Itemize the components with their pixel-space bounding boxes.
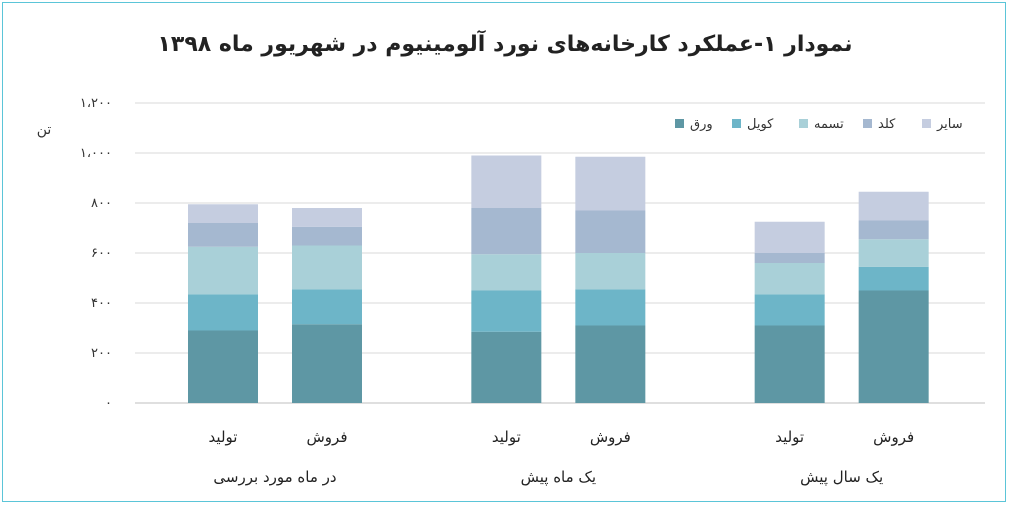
group-label: یک ماه پیش (521, 468, 596, 487)
legend-swatch (799, 119, 808, 128)
bar-segment (471, 208, 542, 255)
bar-label: تولید (492, 428, 521, 446)
bar-segment (292, 245, 362, 290)
legend-swatch (863, 119, 872, 128)
group-label: در ماه مورد بررسی (213, 468, 336, 486)
bar-segment (188, 204, 258, 223)
y-tick-label: ۱،۰۰۰ (80, 146, 112, 161)
bar-label: فروش (306, 428, 347, 446)
bar-segment (575, 325, 646, 403)
legend-label: تسمه (814, 117, 844, 132)
y-tick-label: ۱،۲۰۰ (80, 96, 112, 111)
legend-label: سایر (936, 117, 963, 132)
bar-segment (754, 221, 825, 253)
bar-label: فروش (590, 428, 631, 446)
bar-segment (754, 263, 825, 295)
bar-segment (471, 290, 542, 332)
legend-swatch (732, 119, 741, 128)
bar-segment (292, 324, 362, 403)
chart-title: نمودار ۱-عملکرد کارخانه‌های نورد آلومینی… (157, 32, 853, 57)
y-tick-label: ۰ (105, 396, 112, 411)
legend-label: کلد (878, 117, 896, 132)
bar-segment (754, 253, 825, 263)
bar-label: فروش (873, 428, 914, 446)
bar-segment (858, 220, 929, 240)
bar-segment (188, 330, 258, 403)
bar-segment (858, 266, 929, 291)
legend-label: ورق (690, 117, 713, 132)
bar-segment (292, 226, 362, 246)
bar-segment (858, 290, 929, 403)
bar-segment (188, 223, 258, 247)
bar-segment (754, 325, 825, 403)
bar-segment (471, 155, 542, 208)
bar-segment (188, 246, 258, 295)
bar-segment (575, 253, 646, 290)
bar-segment (471, 331, 542, 403)
bar-segment (858, 191, 929, 221)
y-tick-label: ۲۰۰ (91, 346, 112, 361)
bar-segment (575, 156, 646, 211)
legend-label: کویل (747, 117, 774, 132)
bar-segment (575, 289, 646, 326)
group-label: یک سال پیش (800, 468, 883, 487)
bar-segment (188, 294, 258, 331)
y-axis-unit: تن (37, 122, 52, 138)
bar-segment (292, 208, 362, 227)
bar-label: تولید (775, 428, 804, 446)
bar-segment (754, 294, 825, 326)
bar-segment (575, 210, 646, 253)
y-tick-label: ۸۰۰ (91, 196, 112, 211)
bar-label: تولید (209, 428, 238, 446)
bar-segment (292, 289, 362, 325)
bar-segment (858, 239, 929, 267)
legend-swatch (922, 119, 931, 128)
y-tick-label: ۶۰۰ (91, 246, 112, 261)
legend-swatch (675, 119, 684, 128)
y-tick-label: ۴۰۰ (91, 296, 112, 311)
bar-segment (471, 254, 542, 291)
